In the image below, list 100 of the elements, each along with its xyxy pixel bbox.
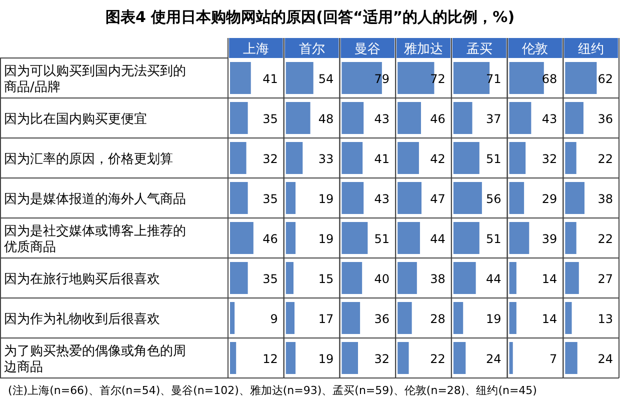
bar [509, 262, 516, 294]
data-label: 44 [430, 232, 446, 246]
data-label: 46 [430, 112, 446, 126]
bar [230, 102, 248, 134]
data-label: 32 [374, 352, 390, 366]
chart-subtitle: 雅加达 [404, 42, 443, 57]
chart-subtitle: 上海 [242, 42, 269, 57]
data-label: 7 [550, 352, 558, 366]
bar [342, 182, 364, 214]
bar [342, 262, 362, 294]
y-tick-label: 因为可以购买到国内无法买到的商品/品牌 [4, 64, 186, 95]
data-label: 32 [262, 152, 278, 166]
bar [398, 102, 421, 134]
bar [565, 262, 579, 294]
chart-subtitle: 伦敦 [522, 42, 548, 57]
data-label: 28 [430, 312, 446, 326]
y-tick-label: 因为是社交媒体或博客上推荐的优质商品 [4, 223, 186, 255]
bar [398, 222, 420, 254]
bar [453, 342, 466, 374]
y-tick-label: 因为是媒体报道的海外人气商品 [4, 192, 186, 207]
bar [509, 302, 516, 334]
data-label: 19 [318, 352, 334, 366]
text: 图表4 使用日本购物网站的原因(回答“适用”的人的比例，%) [105, 8, 515, 26]
data-label: 40 [374, 272, 390, 286]
data-label: 35 [262, 112, 278, 126]
data-label: 19 [318, 192, 334, 206]
data-label: 22 [598, 232, 613, 246]
bar [230, 222, 254, 254]
y-tick-label: 因为在旅行地购买后很喜欢 [4, 272, 160, 287]
data-label: 35 [262, 272, 278, 286]
data-label: 51 [486, 152, 502, 166]
data-label: 47 [430, 192, 446, 206]
y-tick-label: 为了购买热爱的偶像或角色的周边商品 [4, 344, 186, 375]
data-label: 14 [542, 312, 558, 326]
bar [230, 142, 246, 174]
data-label: 15 [318, 272, 334, 286]
data-label: 48 [318, 112, 334, 126]
data-label: 41 [262, 72, 278, 86]
bar [453, 302, 464, 334]
bar [342, 222, 368, 254]
bar [398, 302, 412, 334]
bar [565, 302, 572, 334]
data-label: 27 [598, 272, 613, 286]
bar [342, 142, 363, 174]
bar [230, 262, 248, 294]
data-label: 22 [430, 352, 446, 366]
bar [342, 302, 360, 334]
data-label: 36 [598, 112, 613, 126]
data-label: 79 [374, 72, 390, 86]
data-label: 14 [542, 272, 558, 286]
bar [509, 102, 532, 134]
data-label: 33 [318, 152, 334, 166]
data-label: 9 [270, 312, 278, 326]
bar [286, 182, 296, 214]
data-label: 37 [486, 112, 502, 126]
bar [230, 342, 236, 374]
bar [230, 182, 248, 214]
bar [565, 142, 576, 174]
data-label: 39 [542, 232, 558, 246]
data-label: 44 [486, 272, 502, 286]
data-label: 19 [318, 232, 334, 246]
bar [509, 142, 526, 174]
bar [509, 222, 530, 254]
chart-subtitle: 曼谷 [354, 42, 381, 57]
bar [230, 62, 251, 94]
data-label: 12 [262, 352, 278, 366]
data-label: 24 [486, 352, 502, 366]
bar [398, 182, 422, 214]
bar [453, 222, 480, 254]
data-label: 51 [486, 232, 502, 246]
data-label: 13 [598, 312, 613, 326]
bar [565, 182, 584, 214]
bar [565, 342, 578, 374]
data-label: 62 [598, 72, 613, 86]
data-label: 19 [486, 312, 502, 326]
data-label: 43 [374, 112, 390, 126]
data-label: 32 [542, 152, 558, 166]
bar [342, 102, 364, 134]
data-label: 35 [262, 192, 278, 206]
bar [453, 182, 482, 214]
bar [286, 302, 295, 334]
data-label: 17 [318, 312, 334, 326]
bar [453, 102, 472, 134]
bar [565, 102, 584, 134]
bar [286, 142, 303, 174]
data-label: 38 [598, 192, 613, 206]
y-tick-label: 因为作为礼物收到后很喜欢 [4, 312, 160, 327]
data-label: 43 [542, 112, 558, 126]
bar [453, 262, 476, 294]
data-label: 51 [374, 232, 390, 246]
bar [286, 262, 294, 294]
bar [398, 142, 419, 174]
data-label: 56 [486, 192, 502, 206]
y-tick-label: 因为比在国内购买更便宜 [4, 111, 147, 127]
text: (注)上海(n=66)、首尔(n=54)、曼谷(n=102)、雅加达(n=93)、孟买(n=59)、伦敦(n=28)、纽约(n=45) [8, 384, 537, 397]
chart-subtitle: 首尔 [298, 42, 325, 57]
bar [509, 62, 544, 94]
chart-subtitle: 纽约 [578, 42, 604, 57]
bar [286, 222, 296, 254]
bar [565, 62, 597, 94]
